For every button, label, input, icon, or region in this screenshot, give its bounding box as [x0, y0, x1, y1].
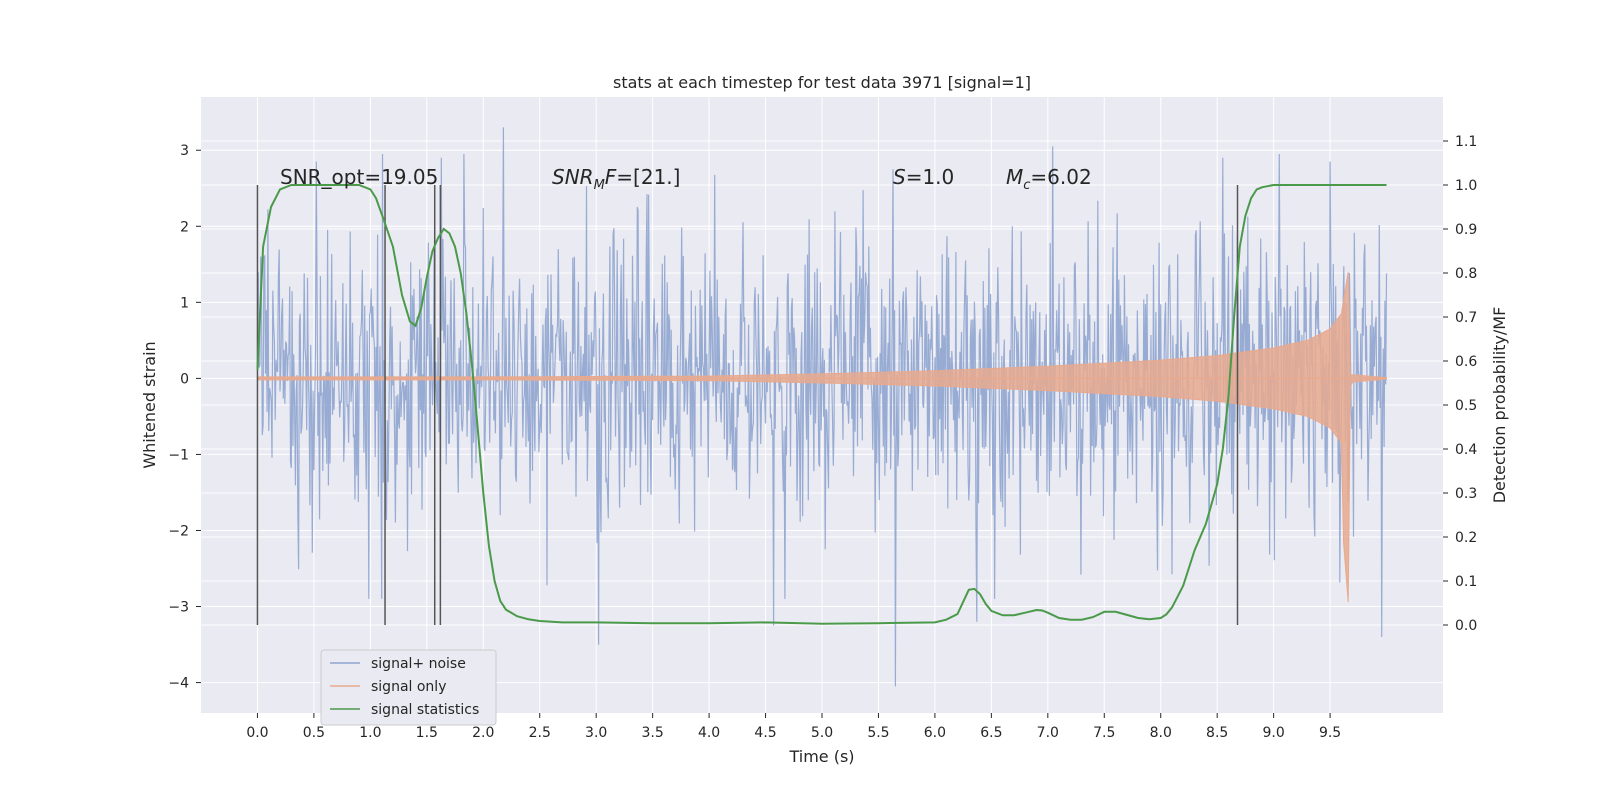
x-tick-label: 2.5 — [529, 725, 551, 741]
legend: signal+ noise signal only signal statist… — [320, 649, 497, 726]
annotation-mc-main: M — [1006, 165, 1023, 189]
x-tick-label: 3.5 — [642, 725, 664, 741]
x-tick-label: 0.0 — [246, 725, 268, 741]
y2-axis-ticks: 0.0 0.1 0.2 0.3 0.4 0.5 0.6 0.7 0.8 0.9 1.0 1.1 — [1443, 134, 1477, 634]
x-tick-label: 6.0 — [924, 725, 946, 741]
legend-label-signal-statistics: signal statistics — [371, 702, 479, 718]
y-tick-label: −2 — [168, 523, 189, 539]
annotation-mc: Mc=6.02 — [1006, 165, 1092, 193]
x-tick-label: 9.5 — [1319, 725, 1341, 741]
y-tick-label: 1 — [180, 295, 189, 311]
vertical-markers — [256, 185, 1239, 625]
series-signal-only — [257, 271, 1387, 603]
y-tick-label: −1 — [168, 447, 189, 463]
annotation-snr-mf-sub: M — [594, 178, 605, 193]
y2-tick-label: 0.3 — [1455, 486, 1477, 502]
y2-tick-label: 0.2 — [1455, 530, 1477, 546]
x-axis-ticks: 0.0 0.5 1.0 1.5 2.0 2.5 3.0 3.5 4.0 4.5 5.0 5.5 6.0 6… — [246, 713, 1341, 741]
y2-tick-label: 0.5 — [1455, 398, 1477, 414]
y-tick-label: 2 — [180, 219, 189, 235]
y-axis-label: Whitened strain — [140, 341, 159, 468]
y2-tick-label: 0.6 — [1455, 354, 1477, 370]
x-tick-label: 1.5 — [416, 725, 438, 741]
x-tick-label: 1.0 — [359, 725, 381, 741]
signal-noise-line — [256, 127, 1388, 687]
legend-box — [320, 649, 497, 726]
y2-axis-label: Detection probability/MF — [1490, 307, 1509, 504]
y2-tick-label: 0.8 — [1455, 266, 1477, 282]
y2-tick-label: 0.0 — [1455, 618, 1477, 634]
x-tick-label: 7.0 — [1037, 725, 1059, 741]
annotation-snr-mf-rest: F=[21.] — [605, 165, 681, 189]
y-axis-ticks: 3 2 1 0 −1 −2 −3 −4 — [168, 143, 201, 692]
y2-tick-label: 0.9 — [1455, 222, 1477, 238]
annotation-mc-rest: =6.02 — [1030, 165, 1091, 189]
annotation-snr-mf-main: SNR — [552, 165, 594, 189]
chart-title: stats at each timestep for test data 397… — [613, 73, 1031, 92]
x-tick-label: 5.5 — [867, 725, 889, 741]
legend-label-signal-only: signal only — [371, 679, 446, 695]
x-tick-label: 4.0 — [698, 725, 720, 741]
legend-label-signal-noise: signal+ noise — [371, 656, 466, 672]
y2-tick-label: 1.1 — [1455, 134, 1477, 150]
annotations: SNR_opt=19.05 SNRMF=[21.] S=1.0 Mc=6.02 — [280, 165, 1092, 193]
series-signal-statistics — [256, 184, 1387, 625]
x-tick-label: 9.0 — [1263, 725, 1285, 741]
y2-tick-label: 0.7 — [1455, 310, 1477, 326]
y2-tick-label: 0.1 — [1455, 574, 1477, 590]
annotation-mc-sub: c — [1023, 178, 1030, 193]
x-tick-label: 5.0 — [811, 725, 833, 741]
annotation-s-main: S — [893, 165, 906, 189]
y2-tick-label: 1.0 — [1455, 178, 1477, 194]
x-tick-label: 7.5 — [1093, 725, 1115, 741]
x-axis-label: Time (s) — [788, 747, 854, 766]
x-tick-label: 3.0 — [585, 725, 607, 741]
x-tick-label: 8.0 — [1150, 725, 1172, 741]
y-tick-label: 0 — [180, 371, 189, 387]
x-tick-label: 4.5 — [754, 725, 776, 741]
y2-tick-label: 0.4 — [1455, 442, 1477, 458]
x-tick-label: 6.5 — [980, 725, 1002, 741]
series-signal-noise — [256, 127, 1388, 687]
annotation-snr-mf: SNRMF=[21.] — [552, 165, 680, 193]
y-tick-label: −4 — [168, 676, 189, 692]
x-tick-label: 0.5 — [303, 725, 325, 741]
y-tick-label: −3 — [168, 600, 189, 616]
y-tick-label: 3 — [180, 143, 189, 159]
x-tick-label: 2.0 — [472, 725, 494, 741]
annotation-snr-opt: SNR_opt=19.05 — [280, 165, 438, 189]
annotation-s: S=1.0 — [893, 165, 954, 189]
x-tick-label: 8.5 — [1206, 725, 1228, 741]
annotation-s-rest: =1.0 — [906, 165, 955, 189]
signal-statistics-line — [256, 184, 1387, 625]
